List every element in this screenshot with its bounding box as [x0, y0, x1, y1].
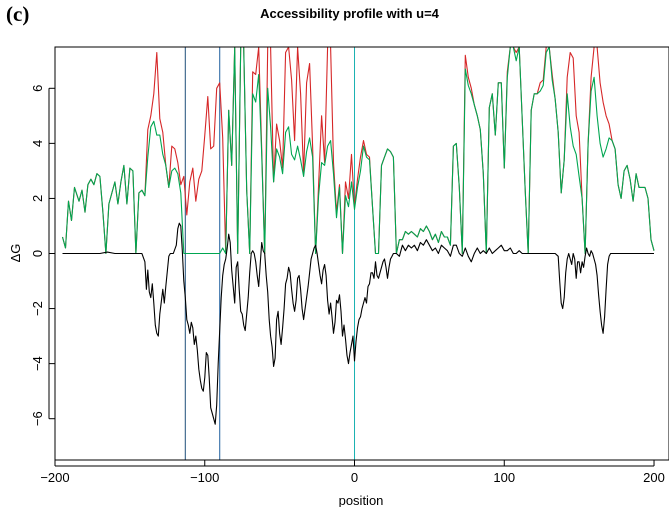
- y-tick-label-5: 4: [30, 140, 45, 147]
- x-tick-label-2: 0: [351, 470, 358, 485]
- x-tick-label-4: 200: [643, 470, 665, 485]
- y-tick-label-4: 2: [30, 195, 45, 202]
- y-tick-label-1: −4: [30, 356, 45, 371]
- x-tick-label-1: −100: [190, 470, 219, 485]
- x-tick-label-0: −200: [40, 470, 69, 485]
- panel-label: (c): [6, 2, 30, 26]
- series-line-0: [61, 47, 655, 255]
- chart-title: Accessibility profile with u=4: [260, 6, 439, 21]
- x-tick-label-3: 100: [493, 470, 515, 485]
- y-axis-title: ΔG: [8, 244, 23, 263]
- x-axis: −200 −100 0 100 200: [40, 460, 665, 485]
- series-line-2: [62, 222, 654, 425]
- series-lines: [61, 47, 655, 425]
- plot-frame: [54, 46, 669, 461]
- x-axis-title: position: [339, 493, 384, 507]
- y-axis: −6 −4 −2 0 2 4 6: [30, 85, 55, 426]
- series-line-1: [61, 47, 655, 255]
- y-tick-label-6: 6: [30, 85, 45, 92]
- y-tick-label-3: 0: [30, 250, 45, 257]
- y-tick-label-0: −6: [30, 411, 45, 426]
- y-tick-label-2: −2: [30, 301, 45, 316]
